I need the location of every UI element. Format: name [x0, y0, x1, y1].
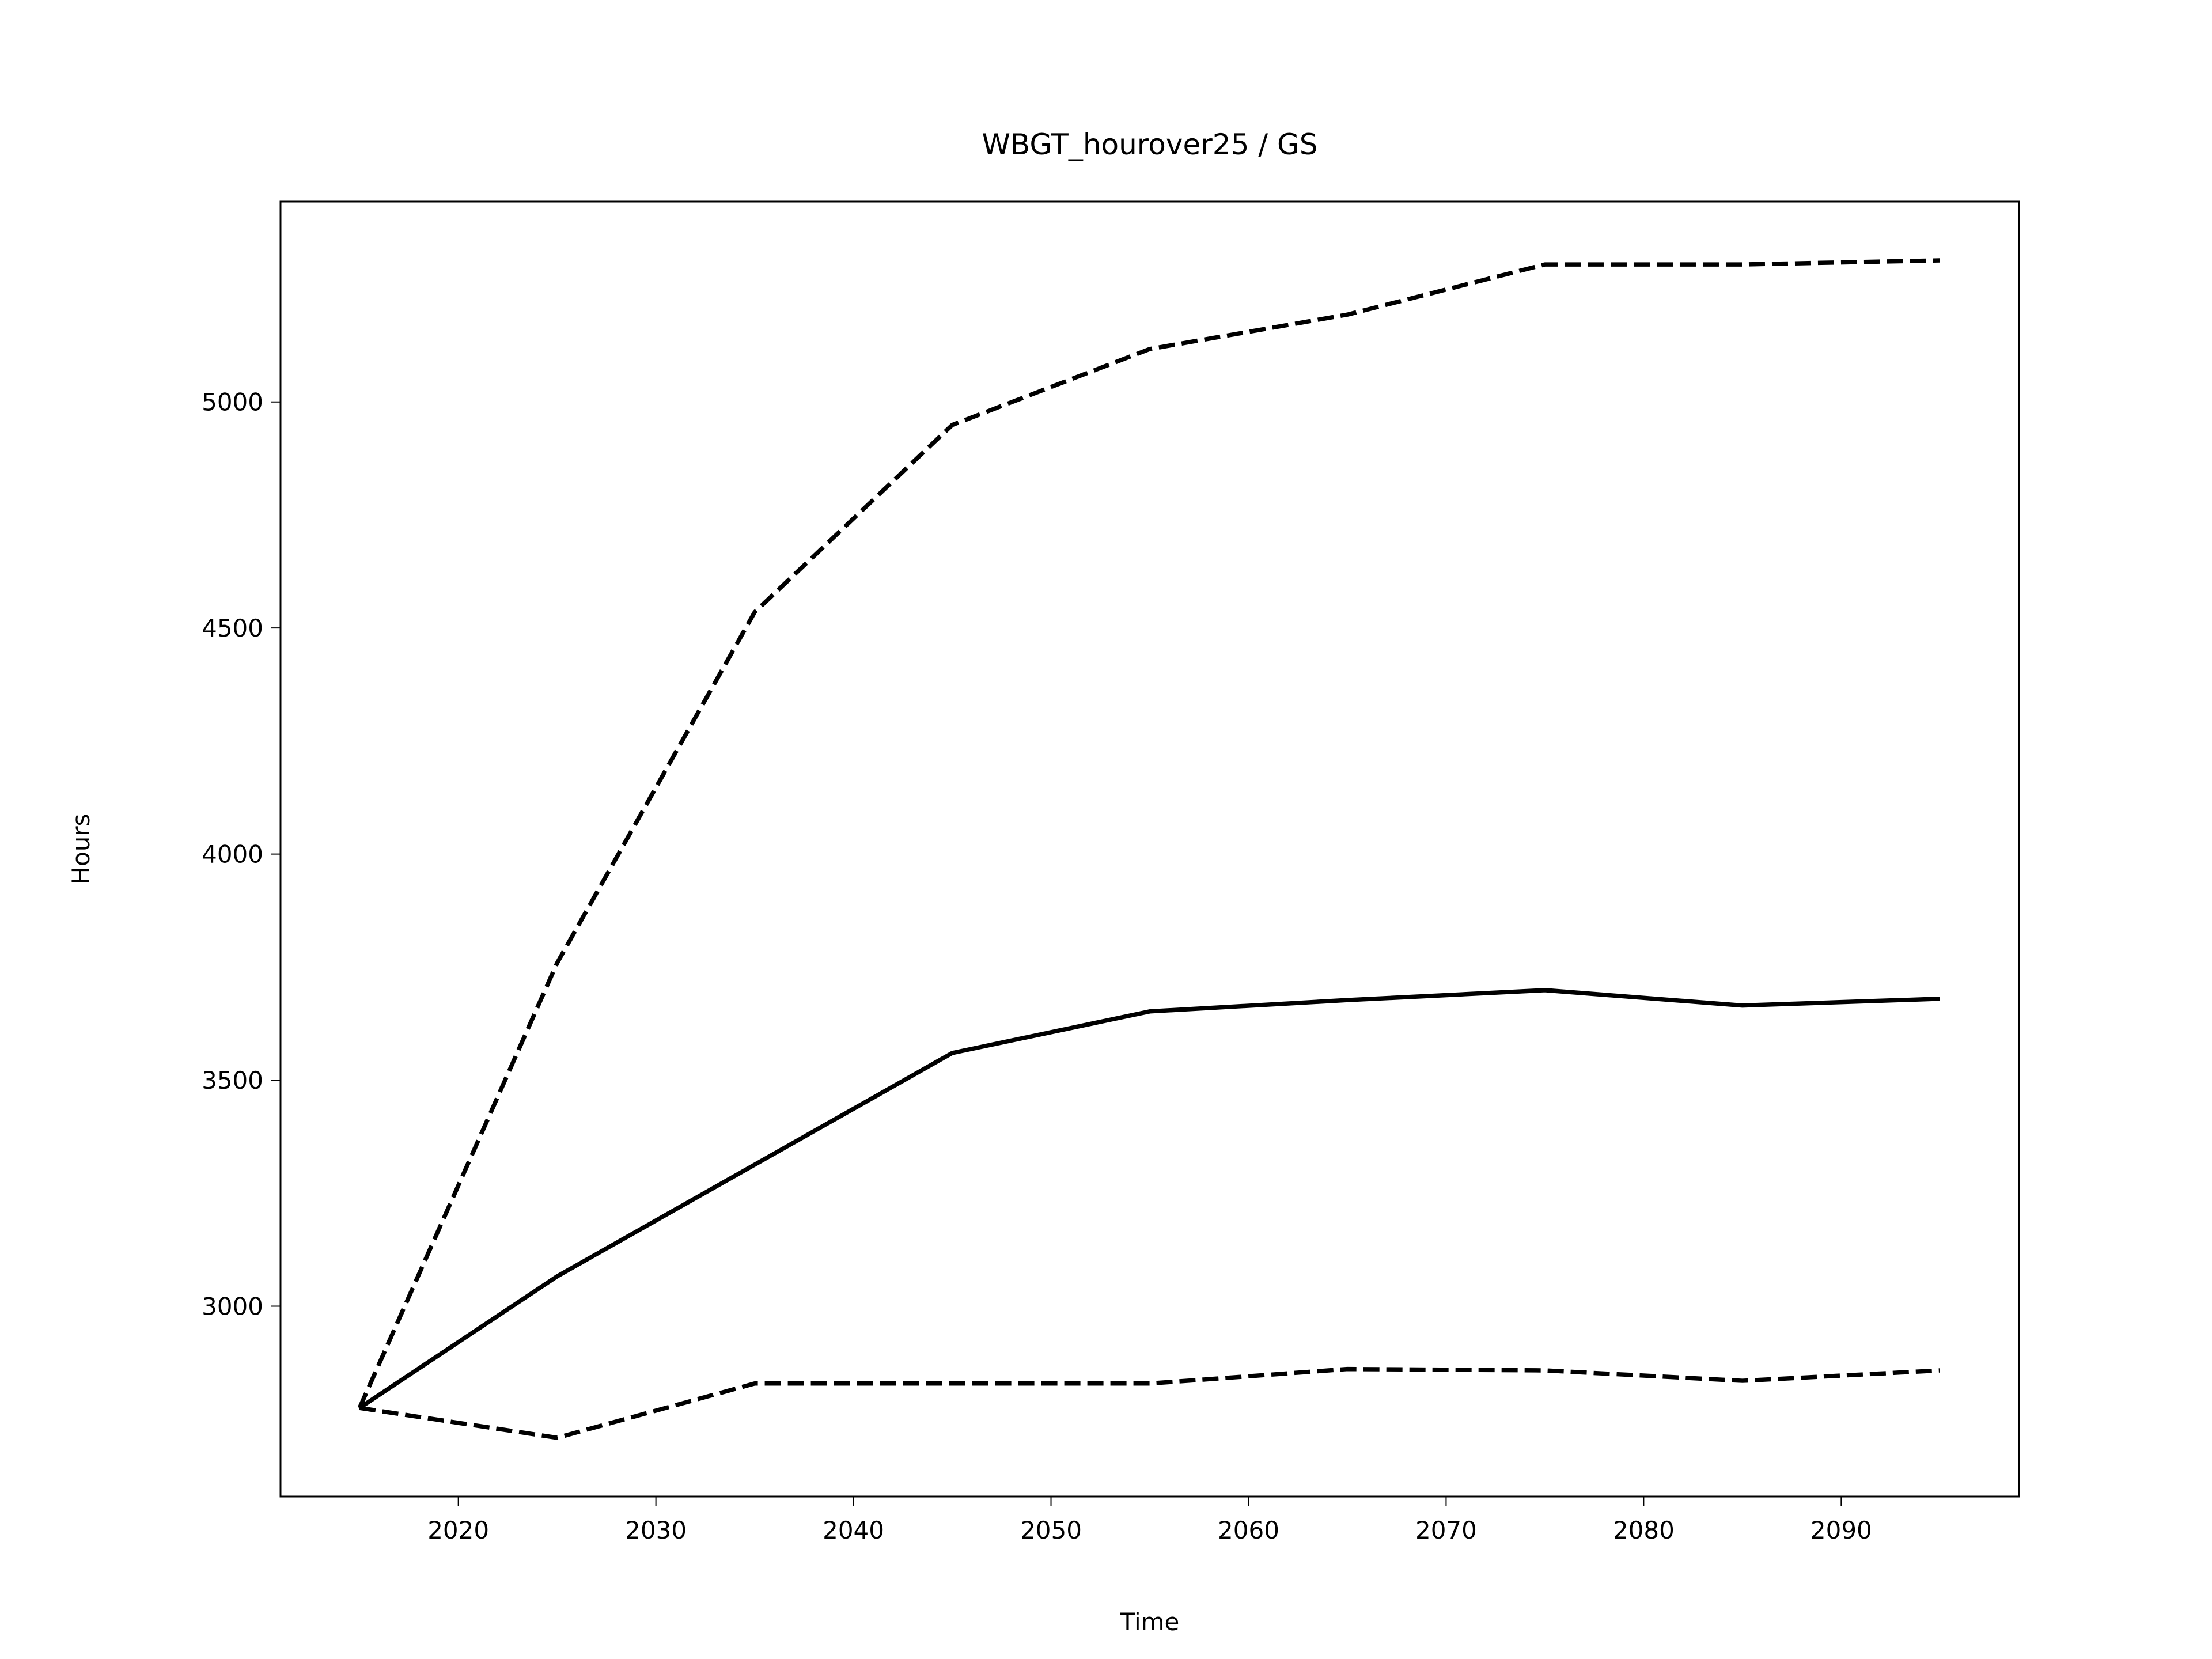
y-tick-label: 4500 [202, 614, 263, 642]
x-tick-label: 2070 [1415, 1516, 1477, 1544]
x-axis-label: Time [1120, 1608, 1180, 1636]
x-tick-label: 2020 [427, 1516, 489, 1544]
data-line [358, 988, 1940, 1410]
data-line [359, 1366, 1941, 1440]
y-tick-label: 5000 [202, 388, 263, 416]
x-tick-label: 2090 [1810, 1516, 1872, 1544]
plot-frame [279, 200, 2020, 1498]
x-tick-label: 2080 [1613, 1516, 1675, 1544]
y-tick-label: 3000 [202, 1293, 263, 1321]
x-tick-label: 2050 [1020, 1516, 1082, 1544]
y-tick-label: 4000 [202, 840, 263, 869]
data-line [357, 258, 1940, 1409]
y-tick-label: 3500 [202, 1066, 263, 1094]
x-tick-label: 2040 [823, 1516, 884, 1544]
x-tick-label: 2060 [1218, 1516, 1279, 1544]
x-tick-label: 2030 [625, 1516, 687, 1544]
y-axis-label: Hours [67, 813, 95, 884]
chart-title: WBGT_hourover25 / GS [982, 128, 1317, 161]
